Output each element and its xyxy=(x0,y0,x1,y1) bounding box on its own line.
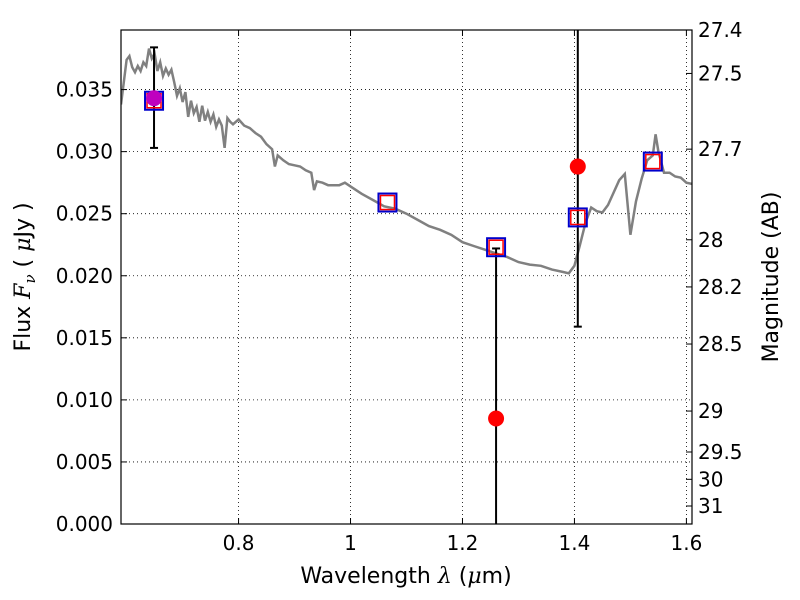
y-axis-label-subscript: ν xyxy=(21,274,39,283)
y-axis-label-text: Flux xyxy=(11,299,36,352)
x-tick-label: 1.2 xyxy=(447,531,479,555)
y2-tick-label: 29 xyxy=(698,399,723,423)
x-axis-ticks: 0.8 1 1.2 1.4 1.6 xyxy=(223,30,702,555)
y-tick-label: 0.005 xyxy=(56,450,113,474)
y2-tick-label: 29.5 xyxy=(698,440,743,464)
model-point xyxy=(567,207,588,228)
y-axis-label-unit-open: ( xyxy=(11,252,36,275)
y-tick-label: 0.015 xyxy=(56,326,113,350)
plot-area xyxy=(121,30,692,524)
y-axis-ticks: 0.000 0.005 0.010 0.015 0.020 0.025 0.030 0.035 xyxy=(56,78,127,536)
y2-tick-label: 30 xyxy=(698,467,723,491)
y-tick-label: 0.025 xyxy=(56,202,113,226)
grid-lines xyxy=(121,30,692,525)
y2-tick-label: 28 xyxy=(698,228,723,252)
plot-frame xyxy=(120,29,693,525)
model-point xyxy=(642,151,663,172)
x-axis-label-unit-mu: μ xyxy=(467,564,481,589)
y2-axis-ticks: 27.4 27.5 27.7 28 28.2 28.5 29 29.5 30 31 xyxy=(686,18,743,518)
x-tick-label: 1.6 xyxy=(670,531,702,555)
y2-tick-label: 28.5 xyxy=(698,332,743,356)
model-point-inner xyxy=(488,239,504,255)
y-axis-label-unit-close: Jy ) xyxy=(11,202,36,239)
y-axis-label-symbol: F xyxy=(11,283,36,300)
x-axis-label-symbol: λ xyxy=(437,564,452,589)
y2-tick-label: 27.7 xyxy=(698,137,743,161)
y-tick-label: 0.020 xyxy=(56,264,113,288)
y2-tick-label: 31 xyxy=(698,494,723,518)
x-axis-label-unit-open: ( xyxy=(452,564,468,589)
y-tick-label: 0.010 xyxy=(56,388,113,412)
y2-axis-label: Magnitude (AB) xyxy=(759,192,784,363)
model-point xyxy=(486,237,507,258)
y-tick-label: 0.000 xyxy=(56,512,113,536)
y2-tick-label: 27.5 xyxy=(698,61,743,85)
x-axis-label-unit-close: m) xyxy=(482,564,512,589)
x-tick-label: 1 xyxy=(344,531,357,555)
y-axis-label-unit-mu: μ xyxy=(11,238,36,252)
y-tick-label: 0.035 xyxy=(56,78,113,102)
observed-point xyxy=(569,158,586,175)
x-tick-label: 1.4 xyxy=(559,531,591,555)
model-point-inner xyxy=(645,153,661,170)
y-tick-label: 0.030 xyxy=(56,140,113,164)
x-axis-label-text: Wavelength xyxy=(300,564,438,589)
y-axis-label: Flux Fν ( μJy ) xyxy=(11,202,39,351)
y2-tick-label: 27.4 xyxy=(698,18,743,42)
model-point xyxy=(377,192,398,213)
observed-point xyxy=(488,410,505,427)
observed-point xyxy=(146,90,163,107)
x-tick-label: 0.8 xyxy=(223,531,255,555)
x-axis-label: Wavelength λ (μm) xyxy=(300,564,511,589)
model-point-inner xyxy=(570,209,586,226)
spectrum-line xyxy=(121,48,692,275)
y2-tick-label: 28.2 xyxy=(698,275,743,299)
model-point-inner xyxy=(379,194,396,211)
